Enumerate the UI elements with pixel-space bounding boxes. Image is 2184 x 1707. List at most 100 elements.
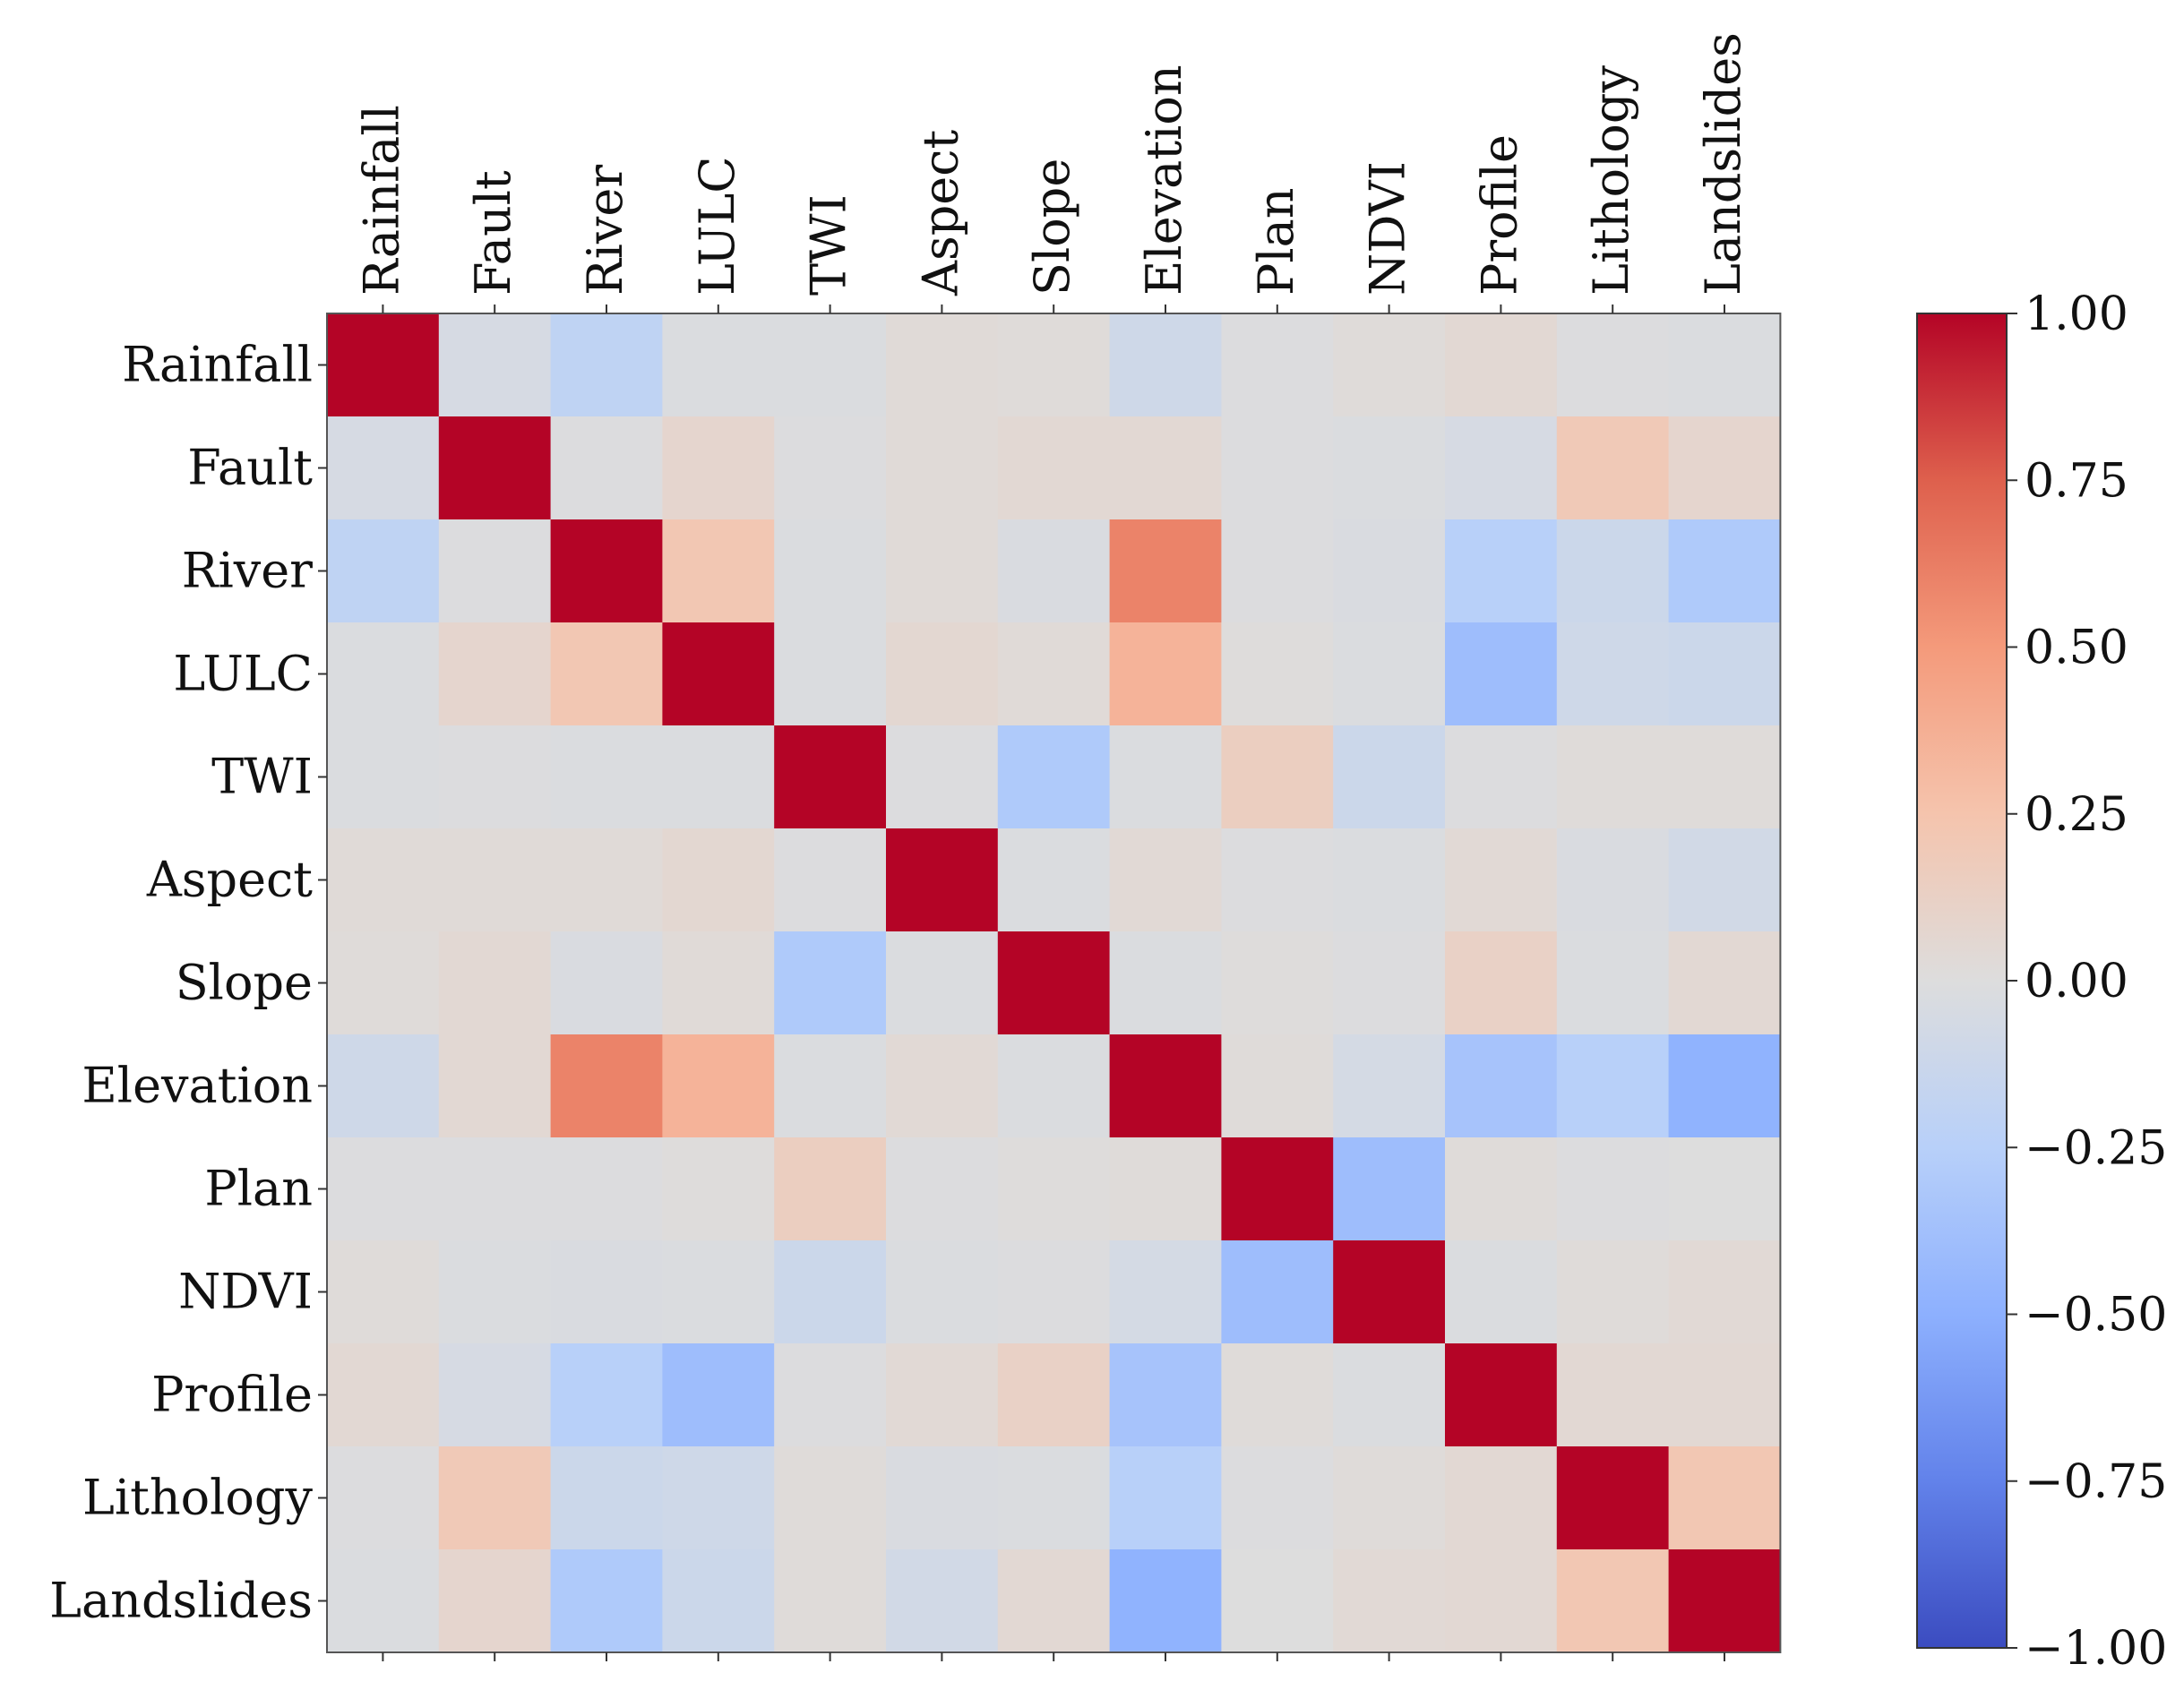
- heatmap-cell: [997, 1549, 1111, 1653]
- heatmap-cell: [550, 1343, 663, 1447]
- heatmap-cell: [550, 622, 663, 726]
- heatmap-cell: [1556, 1240, 1670, 1344]
- heatmap-cell: [1668, 1240, 1781, 1344]
- y-tick-label: Lithology: [82, 1470, 313, 1526]
- heatmap-cell: [1221, 828, 1334, 932]
- heatmap-cell: [1109, 1240, 1222, 1344]
- heatmap-cell: [327, 1549, 440, 1653]
- heatmap-cells: [327, 313, 1781, 1653]
- heatmap-cell: [997, 1240, 1111, 1344]
- x-tick-label: River: [577, 165, 633, 296]
- heatmap-cell: [1445, 1343, 1558, 1447]
- heatmap-cell: [438, 1446, 552, 1550]
- heatmap-cell: [1109, 313, 1222, 417]
- x-tick-label: Lithology: [1583, 65, 1639, 296]
- heatmap-cell: [1556, 313, 1670, 417]
- heatmap-cell: [662, 1343, 775, 1447]
- heatmap-cell: [774, 519, 887, 623]
- heatmap-cell: [662, 519, 775, 623]
- y-tick-label: TWI: [211, 749, 313, 805]
- heatmap-cell: [1109, 725, 1222, 829]
- heatmap-cell: [1668, 1137, 1781, 1241]
- heatmap-cell: [1221, 1549, 1334, 1653]
- colorbar-tick-label: 1.00: [2025, 287, 2128, 341]
- colorbar-tick-label: 0.25: [2025, 788, 2128, 842]
- heatmap-cell: [1109, 1034, 1222, 1138]
- heatmap-cell: [1668, 931, 1781, 1035]
- heatmap-cell: [1556, 622, 1670, 726]
- heatmap-cell: [1556, 828, 1670, 932]
- heatmap-cell: [550, 725, 663, 829]
- heatmap-cell: [1445, 313, 1558, 417]
- heatmap-cell: [550, 1137, 663, 1241]
- colorbar-tick-label: 0.50: [2025, 622, 2128, 675]
- heatmap-cell: [774, 725, 887, 829]
- heatmap-cell: [886, 1240, 999, 1344]
- x-axis-ticks: Rainfall Fault River LULC TWI Aspect Slope Elev…: [353, 32, 1751, 1661]
- heatmap-cell: [1333, 1034, 1446, 1138]
- heatmap-cell: [886, 1446, 999, 1550]
- heatmap-cell: [1556, 725, 1670, 829]
- heatmap-cell: [1109, 931, 1222, 1035]
- heatmap-cell: [886, 725, 999, 829]
- heatmap-cell: [1556, 1034, 1670, 1138]
- y-tick-label: Elevation: [82, 1058, 313, 1114]
- x-tick-label: Landslides: [1695, 32, 1751, 296]
- heatmap-cell: [438, 1549, 552, 1653]
- colorbar-gradient: [1916, 313, 2008, 1649]
- heatmap-cell: [1668, 725, 1781, 829]
- heatmap-cell: [774, 1446, 887, 1550]
- heatmap-cell: [1668, 313, 1781, 417]
- y-tick-label: NDVI: [178, 1264, 313, 1320]
- heatmap-cell: [1221, 1343, 1334, 1447]
- heatmap-cell: [1109, 828, 1222, 932]
- heatmap-cell: [1445, 1034, 1558, 1138]
- heatmap-cell: [1668, 1446, 1781, 1550]
- heatmap-cell: [1333, 1549, 1446, 1653]
- heatmap-cell: [1668, 1343, 1781, 1447]
- y-tick-label: Profile: [151, 1367, 313, 1423]
- heatmap-cell: [1109, 416, 1222, 520]
- heatmap-cell: [886, 1549, 999, 1653]
- x-tick-label: NDVI: [1360, 161, 1416, 296]
- heatmap-cell: [550, 313, 663, 417]
- heatmap-cell: [886, 416, 999, 520]
- heatmap-cell: [662, 828, 775, 932]
- heatmap-cell: [1445, 416, 1558, 520]
- x-tick-label: Profile: [1471, 134, 1527, 296]
- heatmap-cell: [1333, 1446, 1446, 1550]
- heatmap-cell: [550, 1446, 663, 1550]
- heatmap-cell: [1445, 828, 1558, 932]
- heatmap-cell: [1109, 622, 1222, 726]
- heatmap-cell: [438, 416, 552, 520]
- y-tick-label: Plan: [204, 1161, 313, 1217]
- colorbar-ticks: 1.00 0.75 0.50 0.25 0.00 −0.25 −0.50 −0.75 −1.00: [2007, 287, 2167, 1676]
- heatmap-cell: [1333, 622, 1446, 726]
- heatmap-cell: [1221, 519, 1334, 623]
- heatmap-cell: [1333, 1343, 1446, 1447]
- y-tick-label: River: [182, 543, 313, 599]
- heatmap-cell: [1333, 725, 1446, 829]
- heatmap-cell: [1556, 416, 1670, 520]
- heatmap-cell: [438, 519, 552, 623]
- heatmap-cell: [774, 1240, 887, 1344]
- heatmap-cell: [438, 725, 552, 829]
- heatmap-cell: [662, 1137, 775, 1241]
- heatmap-cell: [997, 931, 1111, 1035]
- x-tick-label: Slope: [1024, 159, 1080, 296]
- heatmap-cell: [550, 1034, 663, 1138]
- heatmap-cell: [1333, 519, 1446, 623]
- heatmap-cell: [1445, 1240, 1558, 1344]
- heatmap-cell: [438, 622, 552, 726]
- heatmap-cell: [662, 622, 775, 726]
- heatmap-cell: [886, 1034, 999, 1138]
- y-tick-label: Fault: [187, 440, 313, 496]
- heatmap-cell: [1556, 1137, 1670, 1241]
- heatmap-cell: [1109, 1549, 1222, 1653]
- heatmap-cell: [997, 725, 1111, 829]
- heatmap-cell: [997, 519, 1111, 623]
- y-axis-ticks: Rainfall Fault River LULC TWI Aspect Slope Elev…: [49, 337, 327, 1629]
- heatmap-cell: [1556, 1446, 1670, 1550]
- x-tick-label: Plan: [1248, 187, 1304, 296]
- heatmap-cell: [438, 931, 552, 1035]
